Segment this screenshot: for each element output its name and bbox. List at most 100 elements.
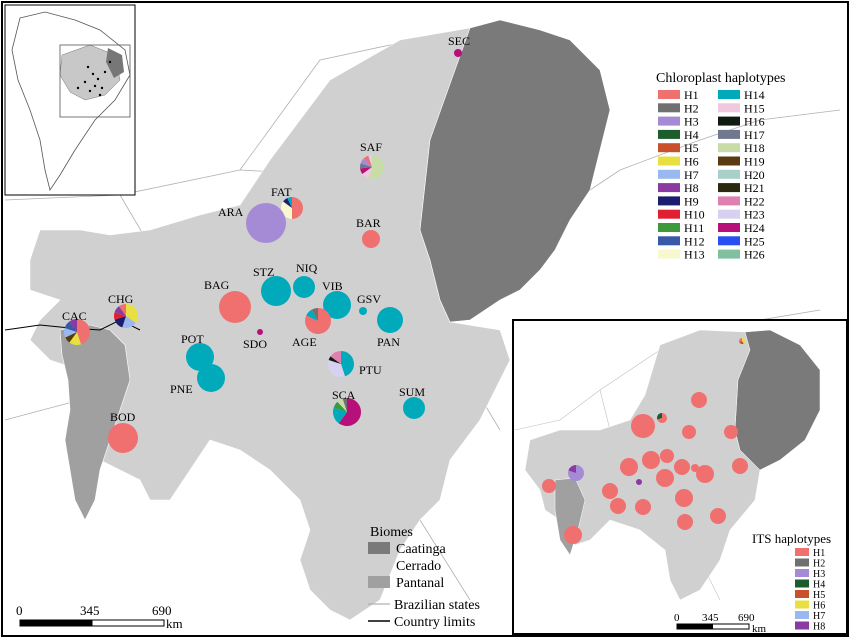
pie-sec-slice — [454, 49, 462, 57]
its-swatch-h8 — [795, 621, 809, 630]
main-scale-bar: 0 345 690 km — [16, 603, 183, 631]
its-pie-slice — [710, 508, 726, 524]
pie-vib-slice — [323, 291, 351, 319]
scale-unit: km — [166, 616, 183, 631]
pie-fat-slice — [283, 198, 292, 208]
biomes-legend: Biomes Caatinga Cerrado Pantanal Brazilian… — [368, 525, 480, 630]
its-pie — [739, 338, 745, 344]
pie-gsv-slice — [359, 307, 367, 315]
pie-vib — [323, 291, 351, 319]
its-pie-slice — [657, 413, 662, 420]
pie-saf-slice — [368, 155, 385, 179]
pie-sec — [454, 49, 462, 57]
pie-bar-slice — [362, 230, 380, 248]
pie-sca-slice — [337, 398, 347, 412]
its-pie-slice — [657, 413, 667, 423]
pie-chg-slice — [114, 306, 126, 316]
site-label: ARA — [218, 205, 244, 219]
its-scale-bar: 0 345 690 km — [674, 612, 767, 635]
its-label-h3: H3 — [813, 569, 825, 580]
pie-pot-slice — [186, 343, 214, 371]
chloroplast-legend-title: Chloroplast haplotypes — [656, 71, 786, 86]
pie-cac-slice — [69, 319, 77, 332]
pie-cac-slice — [69, 332, 82, 345]
its-label-h5: H5 — [813, 590, 825, 601]
pie-sum-slice — [403, 397, 425, 419]
line-key-label-1: Country limits — [394, 615, 475, 630]
chloroplast-legend: Chloroplast haplotypes H1H2H3H4H5H6H7H8H… — [656, 71, 786, 262]
its-pie — [691, 392, 707, 408]
site-label: POT — [181, 332, 204, 346]
pie-saf-slice — [360, 163, 372, 169]
pie-bag — [219, 291, 251, 323]
pie-sca-slice — [333, 407, 347, 424]
its-pie — [682, 425, 696, 439]
site-label: STZ — [253, 265, 274, 279]
legend-swatch-h4 — [658, 129, 680, 139]
caatinga-biome — [419, 19, 611, 323]
scale-label-0: 0 — [16, 603, 23, 618]
pie-sca — [333, 398, 361, 426]
pie-chg-slice — [126, 304, 139, 324]
its-pie-slice — [636, 479, 642, 485]
its-label-h2: H2 — [813, 559, 825, 570]
legend-swatch-h2 — [658, 103, 680, 113]
its-label-h1: H1 — [813, 548, 825, 559]
its-pie-slice — [675, 489, 693, 507]
its-pie — [636, 479, 642, 485]
pie-cac-slice — [77, 319, 91, 345]
pie-age-slice — [305, 308, 331, 335]
pie-pne — [197, 364, 225, 392]
its-pie — [710, 508, 726, 524]
its-pie-slice — [696, 465, 714, 483]
its-swatch-h3 — [795, 569, 809, 577]
pie-pot — [186, 343, 214, 371]
its-pie-slice — [682, 425, 696, 439]
pie-chg-slice — [122, 316, 136, 328]
legend-swatch-h5 — [658, 143, 680, 153]
site-label: PNE — [170, 382, 193, 396]
its-pie — [568, 465, 584, 482]
site-label: BAR — [356, 216, 381, 230]
biomes-legend-title: Biomes — [370, 525, 413, 540]
its-pie-slice — [542, 479, 556, 493]
legend-swatch-h13 — [658, 249, 680, 259]
pie-ara — [246, 203, 286, 243]
legend-label-h10: H10 — [684, 208, 705, 222]
its-label-h7: H7 — [813, 611, 825, 622]
legend-label-h21: H21 — [744, 181, 765, 195]
pie-sdo — [257, 329, 263, 335]
its-swatch-h5 — [795, 590, 809, 598]
pie-saf-slice — [360, 167, 372, 175]
pie-sca-slice — [338, 398, 361, 426]
pie-age-slice — [311, 308, 318, 321]
legend-label-h23: H23 — [744, 208, 765, 222]
legend-label-h9: H9 — [684, 194, 699, 208]
pie-bod-slice — [108, 423, 138, 453]
its-pie-slice — [724, 425, 738, 439]
site-label: SUM — [399, 385, 425, 399]
legend-label-h5: H5 — [684, 141, 699, 155]
site-label: BAG — [204, 278, 230, 292]
legend-swatch-h20 — [718, 169, 740, 179]
site-label: SAF — [360, 140, 382, 154]
scale-label-690: 690 — [152, 603, 172, 618]
pie-ptu-slice — [341, 351, 354, 377]
legend-swatch-h7 — [658, 169, 680, 179]
legend-swatch-h21 — [718, 183, 740, 193]
pie-sum — [403, 397, 425, 419]
pie-bod — [108, 423, 138, 453]
legend-label-h14: H14 — [744, 88, 765, 102]
its-scale-unit: km — [752, 623, 767, 635]
biome-swatch-pantanal — [368, 576, 390, 588]
legend-swatch-h19 — [718, 156, 740, 166]
legend-swatch-h3 — [658, 116, 680, 126]
its-pie-slice — [642, 451, 660, 469]
legend-swatch-h6 — [658, 156, 680, 166]
pie-ara-slice — [246, 203, 286, 243]
its-pie — [660, 449, 674, 463]
its-swatch-h4 — [795, 579, 809, 588]
legend-swatch-h17 — [718, 129, 740, 139]
